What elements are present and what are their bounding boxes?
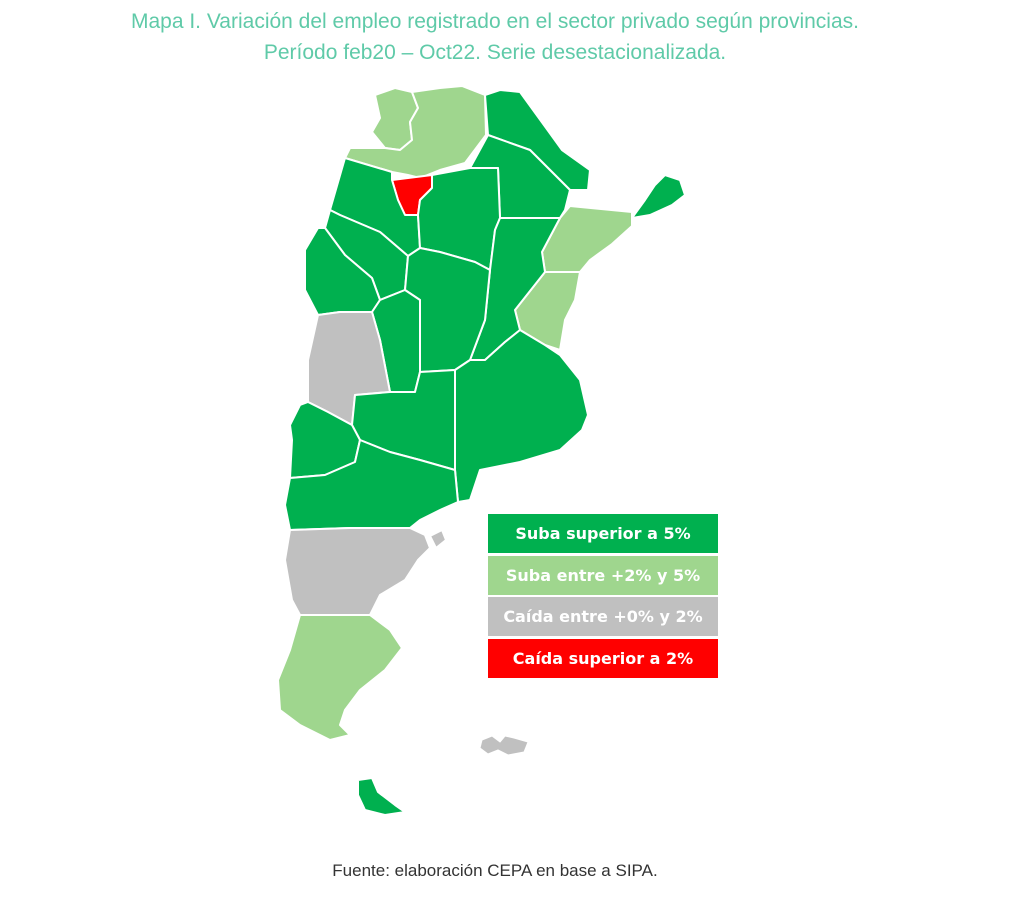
legend-item-suba-superior-5: Suba superior a 5% — [488, 514, 718, 553]
islas-malvinas — [479, 735, 529, 756]
province-chubut — [284, 527, 431, 616]
province-buenos-aires — [454, 329, 589, 503]
map-title-line-2: Período feb20 – Oct22. Serie desestacion… — [263, 41, 727, 64]
legend-item-suba-entre-2-5: Suba entre +2% y 5% — [488, 555, 718, 595]
province-tierra-del-fuego — [357, 777, 406, 816]
province-misiones — [631, 174, 686, 219]
province-salta — [344, 85, 487, 179]
source-note: Fuente: elaboración CEPA en base a SIPA. — [332, 861, 658, 880]
map-title-line-1: Mapa I. Variación del empleo registrado … — [130, 10, 859, 33]
legend-item-caida-entre-0-2: Caída entre +0% y 2% — [488, 597, 718, 636]
map-legend: Suba superior a 5% Suba entre +2% y 5% C… — [488, 514, 718, 680]
legend-item-caida-superior-2: Caída superior a 2% — [488, 638, 718, 678]
peninsula-valdes — [429, 529, 447, 549]
map-title: Mapa I. Variación del empleo registrado … — [0, 6, 990, 68]
province-santa-cruz — [277, 614, 403, 741]
